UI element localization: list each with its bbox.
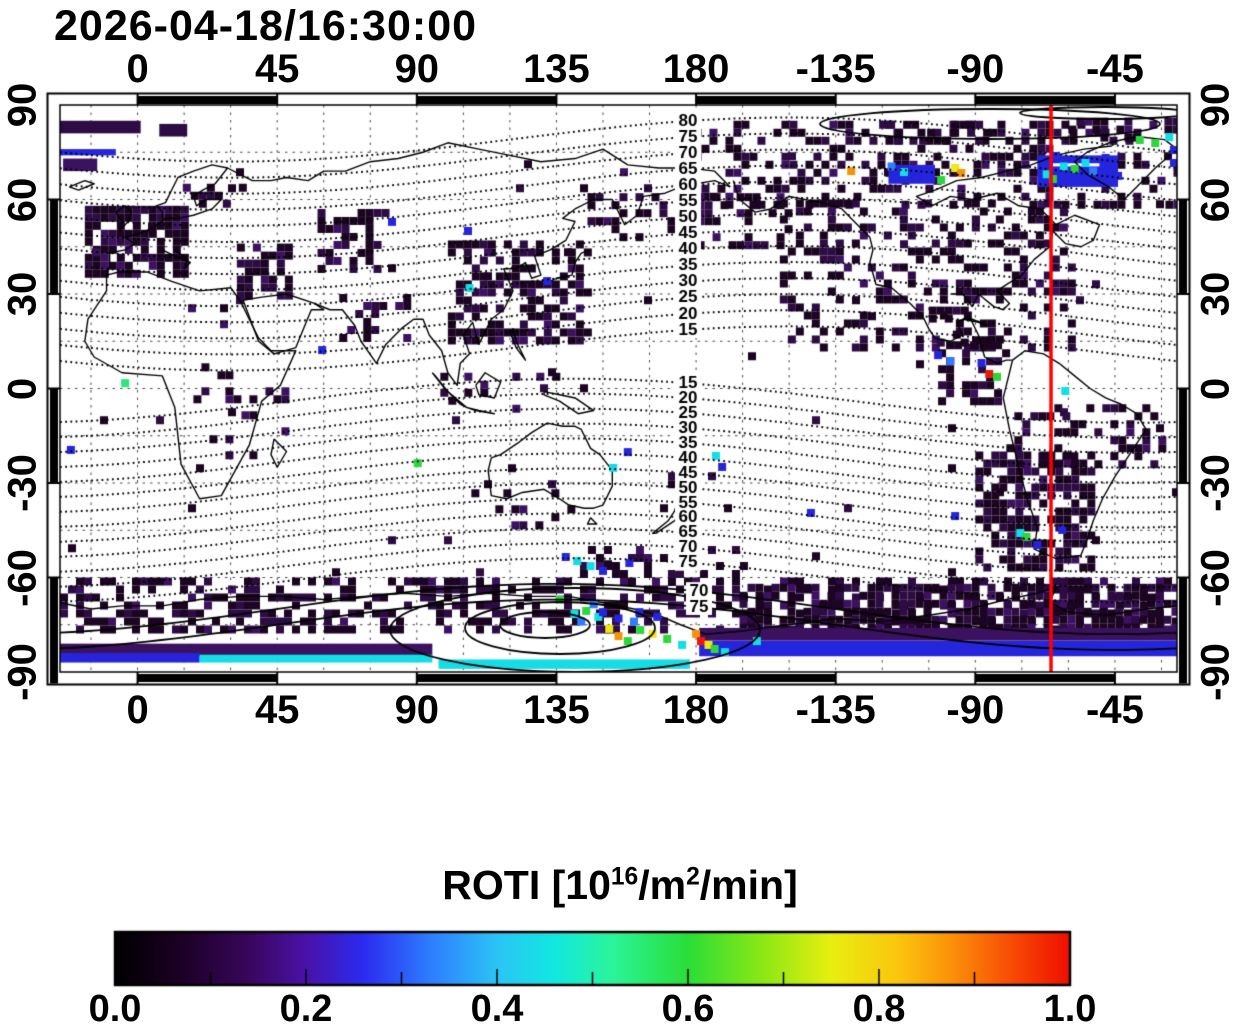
colorbar-title-text: ROTI [10	[442, 862, 611, 908]
left-lat-tick-label: 0	[0, 377, 45, 400]
top-lon-tick-label: -45	[1086, 47, 1144, 91]
bottom-lon-tick-label: 0	[126, 688, 149, 732]
bottom-lon-tick-label: 135	[523, 688, 590, 732]
left-lat-tick-label: 30	[0, 271, 45, 317]
top-lon-tick-label: 135	[523, 47, 590, 91]
colorbar-tick-label: 0.2	[279, 988, 333, 1024]
right-lat-tick-label: 90	[1193, 82, 1238, 128]
colorbar-title-exp1: 16	[610, 863, 639, 891]
right-lat-tick-label: 60	[1193, 177, 1238, 222]
bottom-lon-tick-label: 180	[662, 688, 730, 732]
top-lon-tick-label: -90	[946, 47, 1005, 91]
bottom-lon-tick-label: -45	[1086, 688, 1144, 732]
left-lat-tick-label: 60	[0, 177, 45, 222]
right-lat-tick-label: -60	[1193, 548, 1238, 607]
colorbar-tick-label: 0.4	[470, 988, 524, 1024]
colorbar-title-exp2: 2	[686, 863, 700, 891]
top-lon-tick-label: -135	[795, 47, 876, 91]
right-lat-tick-label: 0	[1193, 377, 1238, 400]
bottom-lon-tick-label: -135	[795, 688, 876, 732]
colorbar-tick-label: 0.0	[88, 988, 142, 1024]
bottom-lon-tick-label: 45	[254, 688, 300, 732]
left-lat-tick-label: -60	[0, 548, 45, 607]
left-lat-tick-label: -90	[0, 643, 45, 701]
left-lat-tick-label: -30	[0, 454, 45, 512]
top-lon-tick-label: 45	[254, 47, 300, 91]
right-lat-tick-label: -30	[1193, 454, 1238, 512]
colorbar-tick-label: 0.6	[661, 988, 715, 1024]
bottom-lon-tick-label: -90	[946, 688, 1005, 732]
top-lon-tick-label: 0	[126, 47, 149, 91]
top-lon-tick-label: 180	[662, 47, 730, 91]
right-lat-tick-label: 30	[1193, 271, 1238, 317]
colorbar-title: ROTI [1016/m2/min]	[442, 862, 798, 908]
plot-title: 2026-04-18/16:30:00	[54, 2, 478, 50]
left-lat-tick-label: 90	[0, 82, 45, 128]
colorbar-tick-label: 0.8	[852, 988, 906, 1024]
right-lat-tick-label: -90	[1193, 643, 1238, 701]
colorbar-tick-label: 1.0	[1043, 988, 1097, 1024]
bottom-lon-tick-label: 90	[394, 688, 440, 732]
top-lon-tick-label: 90	[394, 47, 440, 91]
